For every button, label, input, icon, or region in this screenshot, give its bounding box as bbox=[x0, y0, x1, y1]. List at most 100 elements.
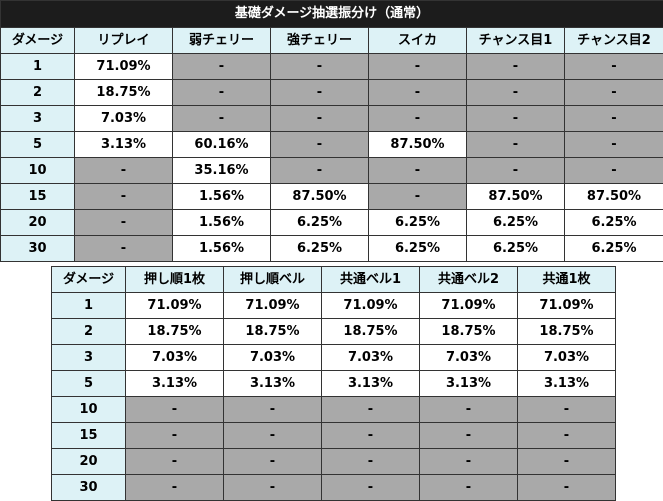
empty-cell: - bbox=[224, 397, 322, 423]
empty-cell: - bbox=[322, 423, 420, 449]
empty-cell: - bbox=[224, 449, 322, 475]
probability-cell: 18.75% bbox=[126, 319, 224, 345]
probability-cell: 3.13% bbox=[126, 371, 224, 397]
table-row: 15-1.56%87.50%-87.50%87.50% bbox=[1, 184, 663, 210]
empty-cell: - bbox=[467, 132, 565, 158]
table-row: 30----- bbox=[52, 475, 616, 501]
empty-cell: - bbox=[518, 449, 616, 475]
probability-cell: 18.75% bbox=[518, 319, 616, 345]
column-header: 共通1枚 bbox=[518, 267, 616, 293]
probability-cell: 18.75% bbox=[322, 319, 420, 345]
empty-cell: - bbox=[173, 54, 271, 80]
empty-cell: - bbox=[322, 475, 420, 501]
damage-value-cell: 5 bbox=[52, 371, 126, 397]
damage-value-cell: 5 bbox=[1, 132, 75, 158]
damage-column-header: ダメージ bbox=[1, 28, 75, 54]
empty-cell: - bbox=[173, 80, 271, 106]
damage-column-header: ダメージ bbox=[52, 267, 126, 293]
empty-cell: - bbox=[271, 132, 369, 158]
empty-cell: - bbox=[369, 184, 467, 210]
empty-cell: - bbox=[369, 106, 467, 132]
column-header: 弱チェリー bbox=[173, 28, 271, 54]
damage-value-cell: 30 bbox=[52, 475, 126, 501]
empty-cell: - bbox=[565, 132, 663, 158]
probability-cell: 6.25% bbox=[565, 210, 663, 236]
empty-cell: - bbox=[369, 80, 467, 106]
empty-cell: - bbox=[75, 158, 173, 184]
empty-cell: - bbox=[322, 449, 420, 475]
probability-cell: 6.25% bbox=[369, 210, 467, 236]
empty-cell: - bbox=[126, 449, 224, 475]
column-header: チャンス目1 bbox=[467, 28, 565, 54]
table-row: 15----- bbox=[52, 423, 616, 449]
empty-cell: - bbox=[369, 54, 467, 80]
damage-value-cell: 10 bbox=[52, 397, 126, 423]
probability-cell: 71.09% bbox=[322, 293, 420, 319]
probability-cell: 3.13% bbox=[420, 371, 518, 397]
probability-cell: 87.50% bbox=[467, 184, 565, 210]
damage-value-cell: 20 bbox=[1, 210, 75, 236]
empty-cell: - bbox=[565, 54, 663, 80]
empty-cell: - bbox=[271, 106, 369, 132]
damage-value-cell: 1 bbox=[1, 54, 75, 80]
probability-cell: 7.03% bbox=[224, 345, 322, 371]
empty-cell: - bbox=[75, 236, 173, 262]
empty-cell: - bbox=[420, 423, 518, 449]
probability-cell: 71.09% bbox=[420, 293, 518, 319]
damage-value-cell: 15 bbox=[1, 184, 75, 210]
empty-cell: - bbox=[518, 423, 616, 449]
empty-cell: - bbox=[126, 423, 224, 449]
empty-cell: - bbox=[565, 80, 663, 106]
empty-cell: - bbox=[467, 106, 565, 132]
column-header: リプレイ bbox=[75, 28, 173, 54]
empty-cell: - bbox=[420, 397, 518, 423]
column-header: 共通ベル1 bbox=[322, 267, 420, 293]
table-row: 20----- bbox=[52, 449, 616, 475]
probability-cell: 3.13% bbox=[75, 132, 173, 158]
empty-cell: - bbox=[467, 80, 565, 106]
probability-cell: 6.25% bbox=[271, 236, 369, 262]
empty-cell: - bbox=[565, 106, 663, 132]
empty-cell: - bbox=[271, 158, 369, 184]
table-row: 20-1.56%6.25%6.25%6.25%6.25% bbox=[1, 210, 663, 236]
probability-cell: 71.09% bbox=[126, 293, 224, 319]
probability-cell: 1.56% bbox=[173, 184, 271, 210]
empty-cell: - bbox=[518, 475, 616, 501]
damage-value-cell: 20 bbox=[52, 449, 126, 475]
damage-table-normal: 基礎ダメージ抽選振分け（通常） ダメージリプレイ弱チェリー強チェリースイカチャン… bbox=[0, 0, 663, 262]
empty-cell: - bbox=[173, 106, 271, 132]
empty-cell: - bbox=[565, 158, 663, 184]
damage-value-cell: 3 bbox=[52, 345, 126, 371]
probability-cell: 87.50% bbox=[271, 184, 369, 210]
probability-cell: 6.25% bbox=[369, 236, 467, 262]
probability-cell: 3.13% bbox=[322, 371, 420, 397]
empty-cell: - bbox=[369, 158, 467, 184]
damage-value-cell: 10 bbox=[1, 158, 75, 184]
damage-value-cell: 2 bbox=[1, 80, 75, 106]
probability-cell: 7.03% bbox=[322, 345, 420, 371]
probability-cell: 18.75% bbox=[420, 319, 518, 345]
empty-cell: - bbox=[75, 184, 173, 210]
empty-cell: - bbox=[224, 423, 322, 449]
probability-cell: 6.25% bbox=[467, 236, 565, 262]
empty-cell: - bbox=[467, 54, 565, 80]
column-header: 押し順ベル bbox=[224, 267, 322, 293]
damage-value-cell: 30 bbox=[1, 236, 75, 262]
probability-cell: 18.75% bbox=[75, 80, 173, 106]
probability-cell: 6.25% bbox=[271, 210, 369, 236]
probability-cell: 71.09% bbox=[518, 293, 616, 319]
empty-cell: - bbox=[322, 397, 420, 423]
column-header: 押し順1枚 bbox=[126, 267, 224, 293]
table-row: 10----- bbox=[52, 397, 616, 423]
table-title: 基礎ダメージ抽選振分け（通常） bbox=[1, 1, 663, 28]
probability-cell: 35.16% bbox=[173, 158, 271, 184]
empty-cell: - bbox=[126, 475, 224, 501]
probability-cell: 7.03% bbox=[75, 106, 173, 132]
